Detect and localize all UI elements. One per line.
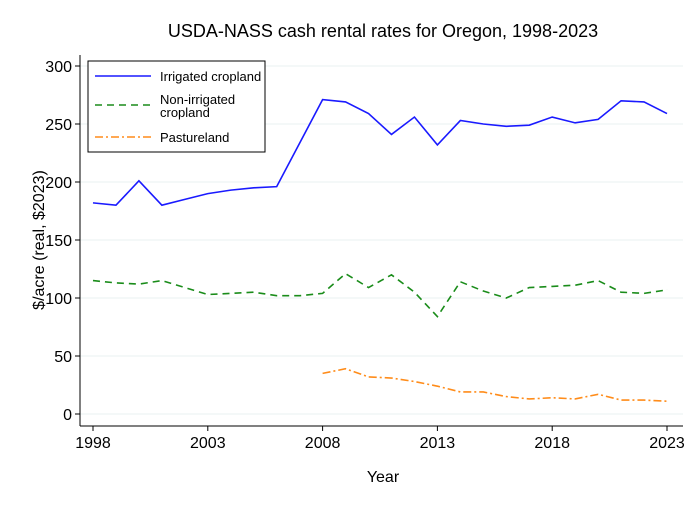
legend-label: Pastureland [160, 130, 229, 145]
y-tick-label: 100 [45, 291, 72, 308]
y-tick-label: 250 [45, 117, 72, 134]
legend-label: Irrigated cropland [160, 69, 261, 84]
series-line-1 [92, 272, 668, 318]
y-tick-label: 200 [45, 175, 72, 192]
y-axis-label: $/acre (real, $2023) [31, 170, 48, 310]
y-tick-label: 300 [45, 59, 72, 76]
x-tick-label: 1998 [75, 435, 111, 452]
x-tick-label: 2003 [190, 435, 226, 452]
x-tick-label: 2008 [305, 435, 341, 452]
x-tick-label: 2023 [649, 435, 685, 452]
chart-title: USDA-NASS cash rental rates for Oregon, … [168, 21, 598, 41]
x-tick-label: 2013 [420, 435, 456, 452]
x-tick-label: 2018 [534, 435, 570, 452]
y-tick-label: 50 [54, 349, 72, 366]
legend-label: Non-irrigated cropland [160, 92, 235, 120]
x-axis-label: Year [367, 469, 400, 486]
series-line-2 [322, 367, 668, 403]
y-tick-label: 150 [45, 233, 72, 250]
y-tick-label: 0 [63, 407, 72, 424]
